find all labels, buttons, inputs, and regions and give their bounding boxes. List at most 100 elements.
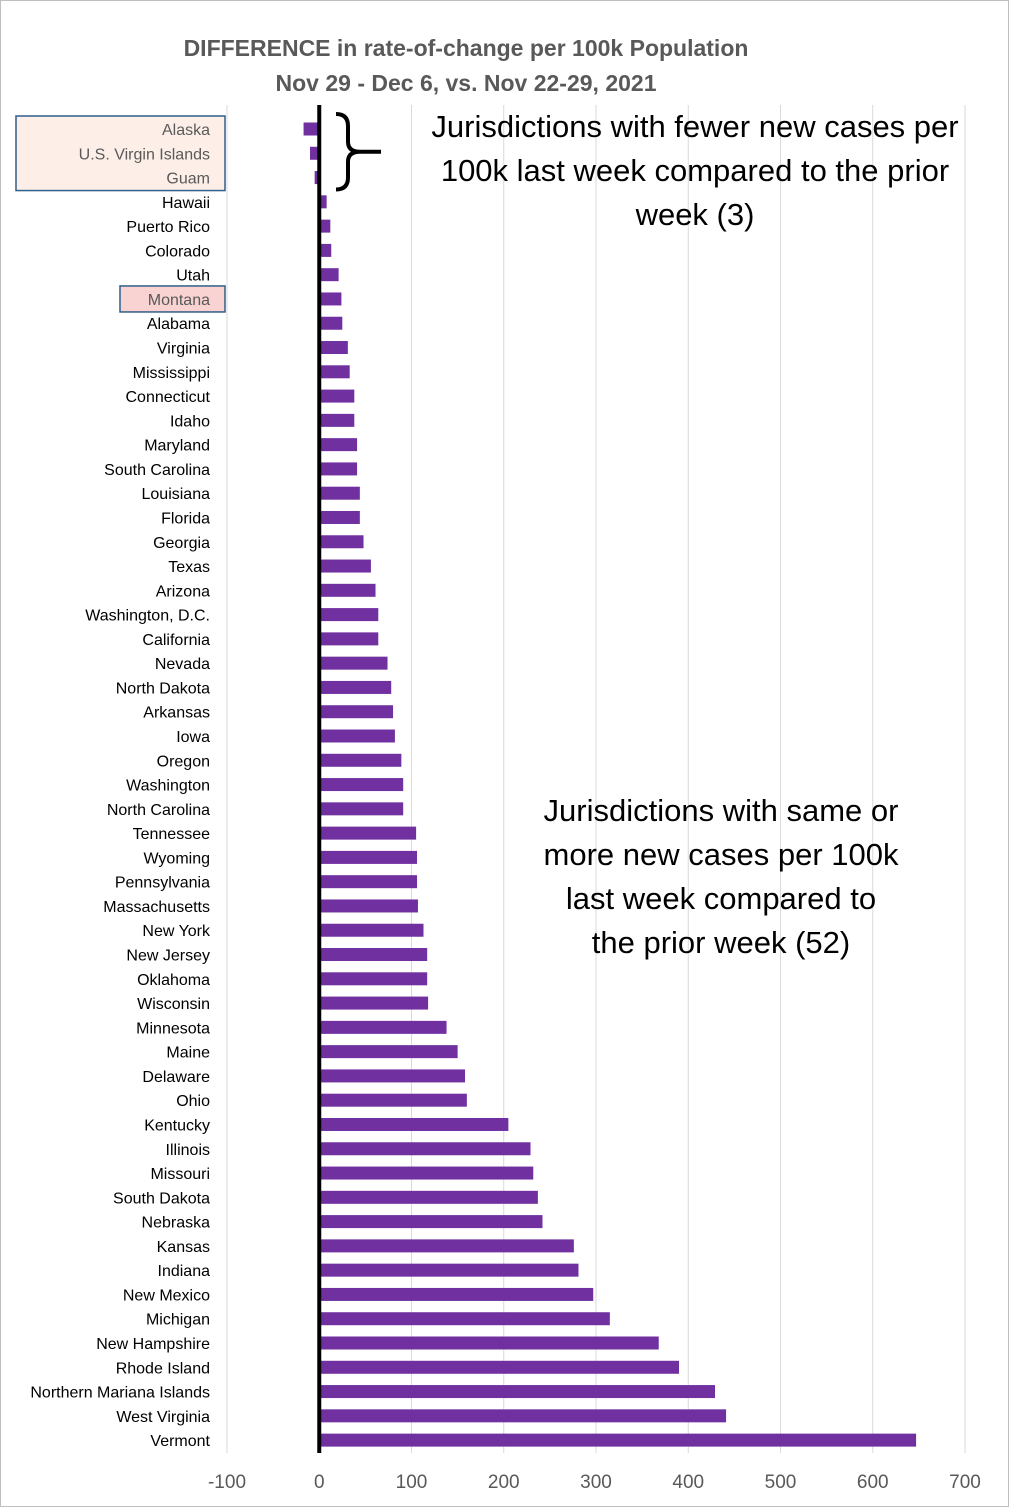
bar-missouri bbox=[319, 1166, 534, 1180]
bar-montana bbox=[319, 292, 342, 306]
x-tick-label-0: 0 bbox=[314, 1472, 325, 1493]
category-label-michigan: Michigan bbox=[146, 1312, 210, 1329]
bar-u-s-virgin-islands bbox=[310, 146, 320, 160]
bar-idaho bbox=[319, 413, 355, 427]
annotation-more-line-2: more new cases per 100k bbox=[543, 837, 899, 872]
category-label-massachusetts: Massachusetts bbox=[103, 899, 210, 916]
bar-nevada bbox=[319, 656, 388, 670]
bar-kentucky bbox=[319, 1117, 509, 1131]
category-label-west-virginia: West Virginia bbox=[116, 1409, 210, 1426]
bar-new-mexico bbox=[319, 1287, 594, 1301]
category-label-washington: Washington bbox=[126, 778, 210, 795]
x-tick-label-300: 300 bbox=[580, 1472, 612, 1493]
bar-northern-mariana-islands bbox=[319, 1385, 716, 1399]
category-label-connecticut: Connecticut bbox=[126, 389, 211, 406]
annotation-fewer-cases: Jurisdictions with fewer new cases per 1… bbox=[396, 105, 994, 237]
category-label-illinois: Illinois bbox=[166, 1142, 210, 1159]
category-label-arkansas: Arkansas bbox=[143, 705, 210, 722]
category-label-maryland: Maryland bbox=[144, 438, 210, 455]
category-label-mississippi: Mississippi bbox=[133, 365, 210, 382]
x-tick-label-100: -100 bbox=[208, 1472, 246, 1493]
category-label-tennessee: Tennessee bbox=[133, 826, 210, 843]
category-label-pennsylvania: Pennsylvania bbox=[115, 875, 210, 892]
category-label-kentucky: Kentucky bbox=[144, 1117, 210, 1134]
x-tick-label-200: 200 bbox=[488, 1472, 520, 1493]
x-tick-label-500: 500 bbox=[765, 1472, 797, 1493]
category-label-iowa: Iowa bbox=[176, 729, 210, 746]
category-label-florida: Florida bbox=[161, 510, 210, 527]
bar-tennessee bbox=[319, 826, 417, 840]
bar-utah bbox=[319, 268, 339, 282]
x-tick-label-700: 700 bbox=[949, 1472, 981, 1493]
bar-massachusetts bbox=[319, 899, 418, 913]
category-label-nebraska: Nebraska bbox=[142, 1215, 211, 1232]
annotation-more-line-3: last week compared to bbox=[565, 881, 877, 916]
bar-georgia bbox=[319, 535, 364, 549]
bar-oregon bbox=[319, 753, 402, 767]
bar-alabama bbox=[319, 316, 343, 330]
category-label-idaho: Idaho bbox=[170, 413, 210, 430]
bar-washington bbox=[319, 778, 404, 792]
bar-hawaii bbox=[319, 195, 327, 209]
category-label-new-hampshire: New Hampshire bbox=[96, 1336, 210, 1353]
annotation-more-cases: Jurisdictions with same or more new case… bbox=[506, 789, 936, 965]
bar-maryland bbox=[319, 438, 358, 452]
category-label-delaware: Delaware bbox=[142, 1069, 210, 1086]
category-label-california: California bbox=[142, 632, 210, 649]
category-label-u-s-virgin-islands: U.S. Virgin Islands bbox=[79, 146, 210, 163]
bar-maine bbox=[319, 1045, 458, 1059]
category-label-new-mexico: New Mexico bbox=[123, 1287, 210, 1304]
bar-rhode-island bbox=[319, 1360, 680, 1374]
x-tick-label-400: 400 bbox=[672, 1472, 704, 1493]
category-label-wisconsin: Wisconsin bbox=[137, 996, 210, 1013]
category-label-alaska: Alaska bbox=[162, 122, 210, 139]
category-label-arizona: Arizona bbox=[156, 583, 210, 600]
bar-new-hampshire bbox=[319, 1336, 659, 1350]
category-label-north-dakota: North Dakota bbox=[116, 680, 210, 697]
category-label-maine: Maine bbox=[166, 1045, 210, 1062]
category-label-guam: Guam bbox=[166, 171, 210, 188]
category-label-alabama: Alabama bbox=[147, 316, 210, 333]
category-label-wyoming: Wyoming bbox=[143, 850, 210, 867]
bar-wyoming bbox=[319, 850, 418, 864]
highlight-box-1 bbox=[119, 285, 226, 313]
bar-michigan bbox=[319, 1312, 610, 1326]
annotation-fewer-line-3: week (3) bbox=[635, 197, 755, 232]
category-label-ohio: Ohio bbox=[176, 1093, 210, 1110]
category-label-georgia: Georgia bbox=[153, 535, 210, 552]
category-label-rhode-island: Rhode Island bbox=[116, 1360, 210, 1377]
curly-brace-icon bbox=[335, 112, 361, 192]
bar-north-carolina bbox=[319, 802, 404, 816]
bar-guam bbox=[314, 171, 320, 185]
bar-indiana bbox=[319, 1263, 579, 1277]
category-label-nevada: Nevada bbox=[155, 656, 210, 673]
bar-oklahoma bbox=[319, 972, 428, 986]
category-label-south-dakota: South Dakota bbox=[113, 1190, 210, 1207]
bar-arkansas bbox=[319, 705, 394, 719]
bar-south-carolina bbox=[319, 462, 358, 476]
category-label-new-jersey: New Jersey bbox=[126, 948, 210, 965]
category-label-oklahoma: Oklahoma bbox=[137, 972, 210, 989]
category-label-washington-d-c: Washington, D.C. bbox=[85, 608, 210, 625]
bar-west-virginia bbox=[319, 1409, 727, 1423]
bar-arizona bbox=[319, 583, 376, 597]
bar-pennsylvania bbox=[319, 875, 418, 889]
annotation-more-line-1: Jurisdictions with same or bbox=[543, 793, 899, 828]
category-label-kansas: Kansas bbox=[157, 1239, 210, 1256]
x-tick-label-100: 100 bbox=[396, 1472, 428, 1493]
bar-kansas bbox=[319, 1239, 574, 1253]
bar-north-dakota bbox=[319, 680, 392, 694]
bar-ohio bbox=[319, 1093, 467, 1107]
bar-nebraska bbox=[319, 1215, 543, 1229]
bar-vermont bbox=[319, 1433, 917, 1447]
bar-delaware bbox=[319, 1069, 466, 1083]
category-label-north-carolina: North Carolina bbox=[107, 802, 210, 819]
category-label-louisiana: Louisiana bbox=[142, 486, 211, 503]
bar-connecticut bbox=[319, 389, 355, 403]
chart-title: DIFFERENCE in rate-of-change per 100k Po… bbox=[183, 35, 749, 61]
x-tick-label-600: 600 bbox=[857, 1472, 889, 1493]
annotation-fewer-line-1: Jurisdictions with fewer new cases per bbox=[431, 109, 959, 144]
category-label-hawaii: Hawaii bbox=[162, 195, 210, 212]
